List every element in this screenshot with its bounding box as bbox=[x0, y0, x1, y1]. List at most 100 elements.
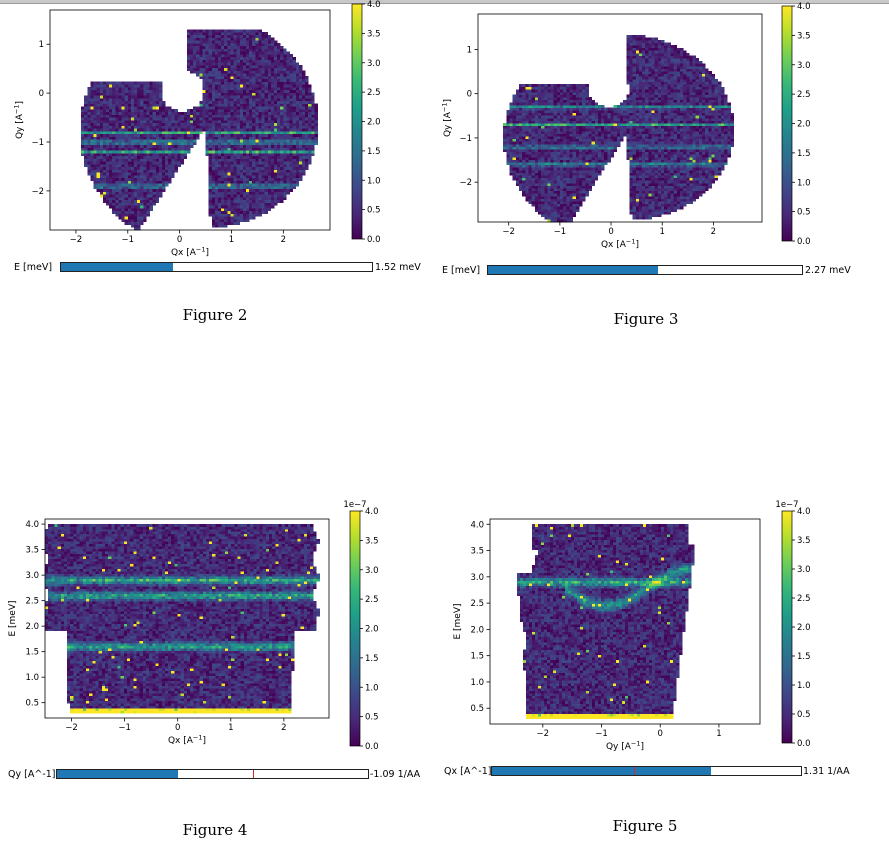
heatmap-cell bbox=[509, 159, 514, 163]
heatmap-cell bbox=[218, 106, 222, 110]
slider-fill[interactable] bbox=[61, 263, 173, 271]
heatmap-cell bbox=[99, 186, 104, 190]
heatmap-cell bbox=[152, 147, 157, 151]
heatmap-cell bbox=[280, 103, 284, 107]
heatmap-cell bbox=[635, 159, 640, 163]
heatmap-cell bbox=[199, 117, 203, 121]
heatmap-cell bbox=[199, 120, 203, 124]
heatmap-cell bbox=[252, 100, 256, 104]
heatmap-cell bbox=[302, 114, 306, 118]
heatmap-cell bbox=[134, 177, 138, 181]
heatmap-cell bbox=[118, 188, 122, 192]
heatmap-cell bbox=[246, 188, 250, 192]
heatmap-cell bbox=[134, 191, 138, 195]
heatmap-cell bbox=[137, 155, 141, 159]
heatmap-cell bbox=[236, 81, 241, 85]
heatmap-cell bbox=[585, 172, 589, 176]
heatmap-cell bbox=[252, 43, 256, 47]
heatmap-cell bbox=[118, 128, 122, 132]
heatmap-cell bbox=[302, 128, 306, 132]
heatmap-cell bbox=[99, 158, 104, 162]
slider-track[interactable] bbox=[60, 262, 373, 272]
heatmap-cell bbox=[635, 172, 640, 176]
heatmap-cell bbox=[239, 202, 244, 206]
heatmap-cell bbox=[249, 191, 253, 195]
heatmap-cell bbox=[127, 172, 132, 176]
heatmap-cell bbox=[283, 98, 287, 102]
heatmap-cell bbox=[233, 153, 237, 157]
heatmap-cell bbox=[87, 136, 91, 140]
heatmap-cell bbox=[566, 203, 570, 207]
heatmap-cell bbox=[295, 70, 300, 74]
heatmap-cell bbox=[158, 81, 163, 85]
heatmap-cell bbox=[158, 166, 163, 170]
heatmap-cell bbox=[158, 87, 163, 91]
heatmap-cell bbox=[594, 151, 599, 155]
heatmap-cell bbox=[224, 199, 228, 203]
heatmap-cell bbox=[196, 70, 200, 74]
heatmap-cell bbox=[134, 194, 138, 198]
heatmap-cell bbox=[638, 201, 643, 205]
heatmap-cell bbox=[84, 136, 88, 140]
heatmap-cell bbox=[168, 175, 172, 179]
heatmap-cell bbox=[582, 170, 586, 173]
heatmap-cell bbox=[289, 139, 293, 143]
figure-caption: Figure 2 bbox=[182, 306, 248, 324]
heatmap-cell bbox=[283, 100, 287, 104]
heatmap-cell bbox=[112, 155, 116, 159]
heatmap-cell bbox=[127, 183, 132, 187]
energy-slider[interactable]: E [meV] 1.52 meV bbox=[0, 262, 440, 276]
heatmap-cell bbox=[168, 158, 172, 162]
heatmap-cell bbox=[264, 183, 269, 187]
heatmap-cell bbox=[165, 120, 169, 124]
heatmap-cell bbox=[96, 92, 101, 96]
heatmap-cell bbox=[106, 95, 110, 99]
heatmap-cell bbox=[298, 136, 303, 140]
heatmap-cell bbox=[230, 144, 234, 148]
heatmap-cell bbox=[664, 198, 668, 202]
heatmap-cell bbox=[661, 196, 665, 199]
heatmap-cell bbox=[143, 103, 147, 107]
heatmap-cell bbox=[134, 221, 138, 225]
heatmap-cell bbox=[246, 111, 250, 115]
heatmap-cell bbox=[143, 122, 147, 126]
heatmap-cell bbox=[277, 78, 281, 82]
heatmap-cell bbox=[208, 161, 213, 165]
heatmap-cell bbox=[242, 213, 247, 217]
heatmap-cell bbox=[534, 175, 539, 179]
heatmap-cell bbox=[541, 167, 545, 171]
heatmap-cell bbox=[302, 125, 306, 129]
heatmap-cell bbox=[302, 78, 306, 82]
heatmap-cell bbox=[654, 157, 659, 160]
heatmap-cell bbox=[239, 155, 244, 159]
heatmap-cell bbox=[224, 87, 228, 91]
heatmap-cell bbox=[93, 147, 97, 151]
heatmap-cell bbox=[550, 170, 555, 173]
heatmap-cell bbox=[171, 131, 175, 135]
heatmap-cell bbox=[224, 98, 228, 102]
heatmap-cell bbox=[566, 214, 570, 218]
heatmap-cell bbox=[90, 172, 94, 176]
heatmap-cell bbox=[211, 172, 216, 176]
heatmap-cell bbox=[115, 98, 119, 102]
heatmap-cell bbox=[115, 147, 119, 151]
heatmap-cell bbox=[99, 100, 104, 104]
heatmap-cell bbox=[112, 133, 116, 137]
heatmap-cell bbox=[274, 175, 278, 179]
heatmap-cell bbox=[270, 175, 275, 179]
heatmap-cell bbox=[205, 133, 209, 137]
heatmap-cell bbox=[274, 199, 278, 203]
heatmap-cell bbox=[118, 213, 122, 217]
heatmap-cell bbox=[525, 154, 529, 158]
heatmap-cell bbox=[642, 151, 646, 155]
heatmap-cell bbox=[664, 203, 668, 207]
heatmap-cell bbox=[252, 73, 256, 77]
heatmap-cell bbox=[286, 153, 290, 157]
heatmap-cell bbox=[211, 175, 216, 179]
heatmap-cell bbox=[295, 180, 300, 184]
heatmap-cell bbox=[143, 172, 147, 176]
heatmap-cell bbox=[221, 37, 225, 41]
heatmap-cell bbox=[252, 76, 256, 80]
